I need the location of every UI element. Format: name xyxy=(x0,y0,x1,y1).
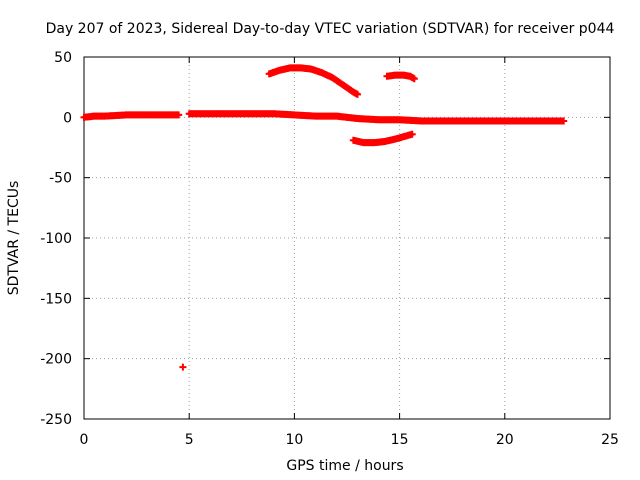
y-tick-label: -150 xyxy=(40,291,72,307)
y-axis-label: SDTVAR / TECUs xyxy=(6,181,22,296)
axis-ticks xyxy=(83,56,611,420)
x-tick-label: 10 xyxy=(285,432,303,448)
data-points xyxy=(80,64,568,371)
data-point-arc-low xyxy=(408,130,416,138)
data-point-arc-15h xyxy=(410,75,418,83)
y-tick-label: 50 xyxy=(54,50,72,66)
data-point-outlier xyxy=(179,363,187,371)
x-tick-label: 15 xyxy=(391,432,409,448)
x-tick-label: 20 xyxy=(496,432,514,448)
y-tick-label: -250 xyxy=(40,412,72,428)
data-point-arc-high xyxy=(354,90,362,98)
x-tick-label: 0 xyxy=(80,432,89,448)
data-point-main-track xyxy=(175,111,183,119)
x-axis-label: GPS time / hours xyxy=(286,458,403,474)
data-point-main-track xyxy=(560,117,568,125)
y-tick-label: -200 xyxy=(40,352,72,368)
y-tick-label: 0 xyxy=(63,110,72,126)
plot-frame xyxy=(83,56,611,420)
chart-title: Day 207 of 2023, Sidereal Day-to-day VTE… xyxy=(46,21,615,37)
y-tick-label: -50 xyxy=(49,171,72,187)
grid-lines xyxy=(84,57,610,419)
y-tick-label: -100 xyxy=(40,231,72,247)
x-tick-label: 5 xyxy=(185,432,194,448)
tick-labels: 0 5 10 15 20 25 -250 -200 -150 -100 -50 0 50 xyxy=(40,50,619,448)
x-tick-label: 25 xyxy=(601,432,619,448)
